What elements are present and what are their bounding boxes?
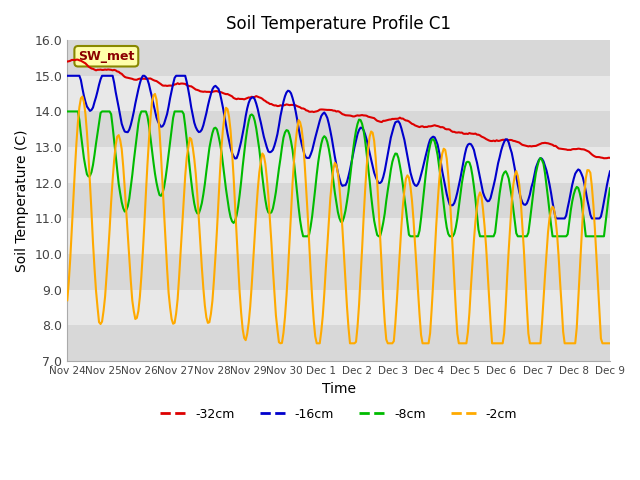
Bar [67, 40, 610, 76]
Bar [67, 147, 610, 183]
Bar [67, 111, 610, 147]
X-axis label: Time: Time [322, 382, 356, 396]
Bar [67, 218, 610, 254]
Bar [67, 290, 610, 325]
Y-axis label: Soil Temperature (C): Soil Temperature (C) [15, 130, 29, 272]
Text: SW_met: SW_met [78, 50, 134, 63]
Bar [67, 76, 610, 111]
Bar [67, 183, 610, 218]
Bar [67, 325, 610, 361]
Bar [67, 254, 610, 290]
Legend: -32cm, -16cm, -8cm, -2cm: -32cm, -16cm, -8cm, -2cm [156, 403, 522, 425]
Title: Soil Temperature Profile C1: Soil Temperature Profile C1 [226, 15, 451, 33]
